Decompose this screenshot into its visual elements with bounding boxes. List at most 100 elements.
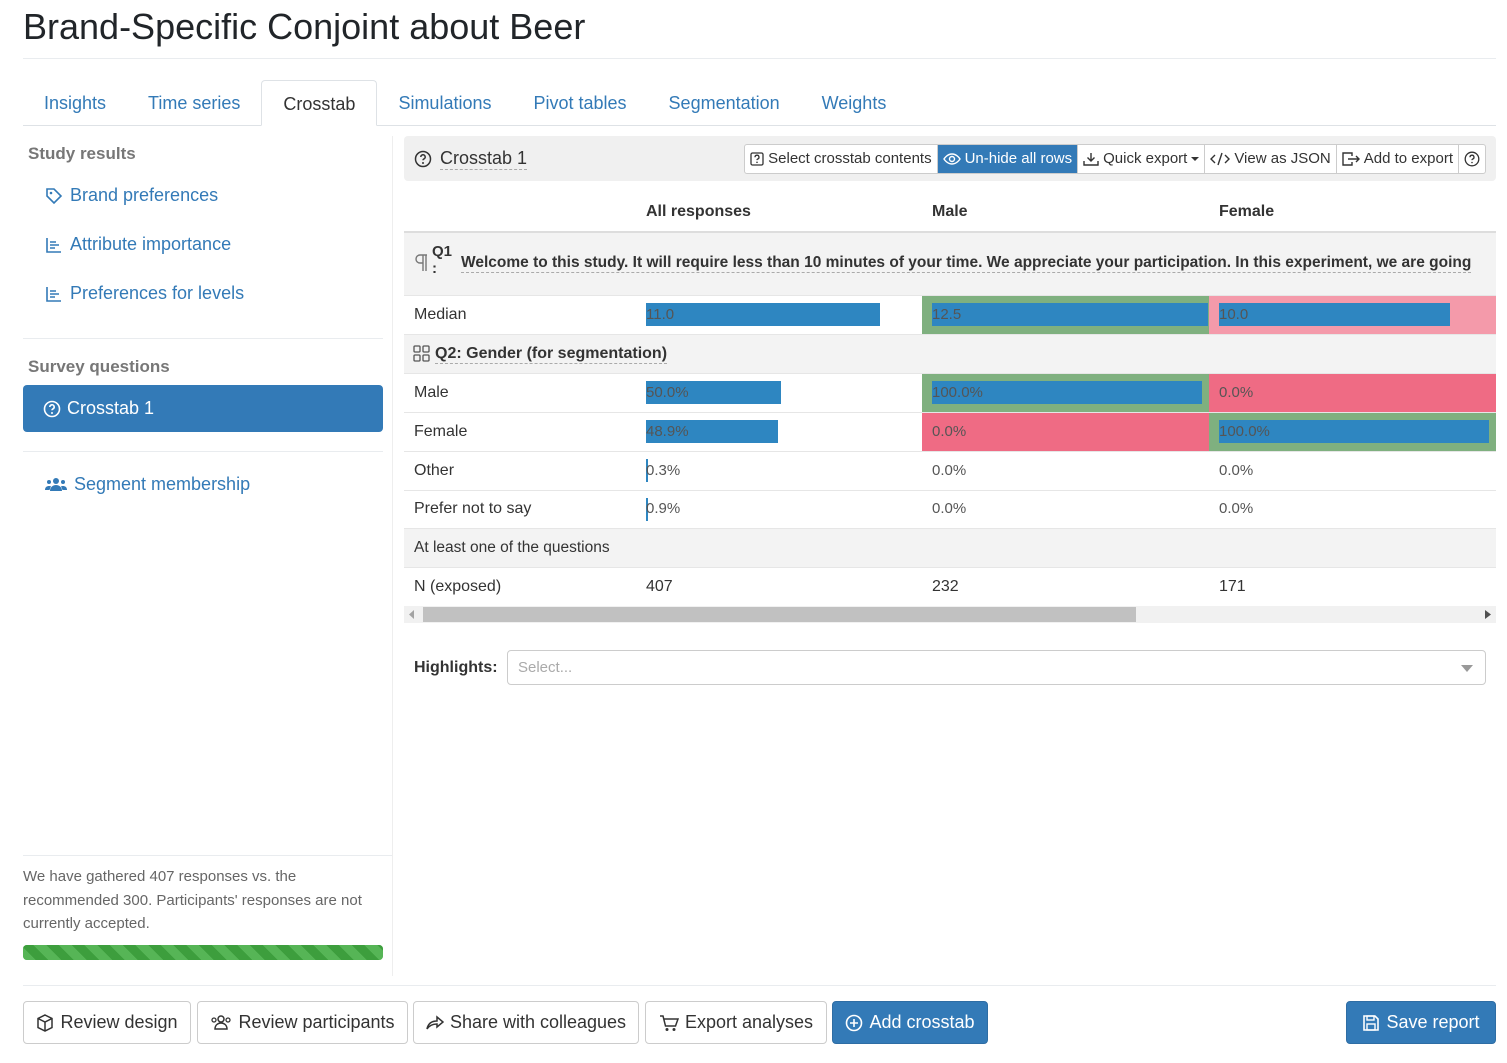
sidebar-item-segment-membership[interactable]: Segment membership <box>45 474 250 495</box>
paragraph-icon <box>414 254 428 272</box>
sidebar-item-attribute-importance[interactable]: Attribute importance <box>45 234 231 255</box>
cell-value: 0.0% <box>1219 384 1254 401</box>
sidebar-item-preferences-for-levels[interactable]: Preferences for levels <box>45 283 244 304</box>
column-header-all: All responses <box>646 203 751 220</box>
sidebar-item-label: Segment membership <box>74 474 251 494</box>
view-json-label: View as JSON <box>1234 150 1331 167</box>
significance-low-highlight <box>1209 374 1496 412</box>
share-icon <box>426 1014 444 1031</box>
percent-bar <box>646 459 648 482</box>
tag-icon <box>45 187 63 205</box>
sidebar-item-brand-preferences[interactable]: Brand preferences <box>45 185 218 206</box>
export-analyses-button[interactable]: Export analyses <box>645 1001 827 1044</box>
q2-header-row: Q2: Gender (for segmentation) <box>404 335 1496 374</box>
quick-export-label: Quick export <box>1103 150 1188 167</box>
select-contents-button[interactable]: Select crosstab contents <box>745 145 938 173</box>
cell-value: 0.0% <box>1219 500 1254 517</box>
tab-bar: Insights Time series Crosstab Simulation… <box>23 80 1496 126</box>
status-divider <box>23 855 392 856</box>
row-label: Male <box>414 384 449 401</box>
quick-export-button[interactable]: Quick export <box>1078 145 1206 173</box>
unhide-rows-label: Un-hide all rows <box>964 150 1073 167</box>
users-icon <box>45 476 67 494</box>
row-label: Female <box>414 423 468 440</box>
response-progress-bar <box>23 945 383 960</box>
median-bar-male <box>932 303 1208 326</box>
bar-chart-icon <box>45 236 63 254</box>
median-bar-all <box>646 303 880 326</box>
sidebar-divider <box>23 338 383 339</box>
crosstab-title[interactable]: Crosstab 1 <box>414 148 528 170</box>
scroll-right-icon[interactable] <box>1485 610 1491 619</box>
add-crosstab-button[interactable]: Add crosstab <box>832 1001 988 1044</box>
percent-bar <box>932 381 1202 404</box>
help-button[interactable] <box>1459 145 1485 173</box>
table-row: Median 11.0 12.5 10.0 <box>404 296 1496 335</box>
row-label: Other <box>414 462 455 479</box>
tab-weights[interactable]: Weights <box>821 93 887 113</box>
add-crosstab-label: Add crosstab <box>869 1012 975 1032</box>
question-circle-icon <box>414 150 432 168</box>
crosstab-panel-header: Crosstab 1 Select crosstab contents Un-h… <box>404 136 1496 181</box>
row-label-n: N (exposed) <box>414 578 502 595</box>
cell-value: 100.0% <box>1219 423 1270 440</box>
crosstab-title-text: Crosstab 1 <box>440 148 528 170</box>
tab-time-series[interactable]: Time series <box>148 93 241 113</box>
table-row: Other 0.3% 0.0% 0.0% <box>404 452 1496 491</box>
cube-icon <box>36 1013 54 1032</box>
sidebar-item-label: Crosstab 1 <box>67 398 155 418</box>
column-header-female: Female <box>1219 203 1275 220</box>
study-results-heading: Study results <box>28 144 136 163</box>
horizontal-scrollbar[interactable] <box>404 606 1496 623</box>
percent-bar <box>1219 420 1489 443</box>
sidebar-item-label: Attribute importance <box>70 234 232 254</box>
add-to-export-button[interactable]: Add to export <box>1337 145 1459 173</box>
tab-segmentation[interactable]: Segmentation <box>668 93 780 113</box>
scroll-left-icon[interactable] <box>409 610 415 619</box>
review-participants-button[interactable]: Review participants <box>197 1001 408 1044</box>
sidebar-item-crosstab-1[interactable]: Crosstab 1 <box>23 385 383 432</box>
cell-value: 0.0% <box>1219 462 1254 479</box>
n-value-female: 171 <box>1219 578 1246 595</box>
row-label: Prefer not to say <box>414 500 532 517</box>
cell-value: 0.0% <box>932 462 967 479</box>
unhide-rows-button[interactable]: Un-hide all rows <box>937 145 1079 173</box>
progress-fill <box>23 945 383 960</box>
save-report-label: Save report <box>1386 1012 1480 1032</box>
n-value-male: 232 <box>932 578 959 595</box>
tab-simulations[interactable]: Simulations <box>398 93 492 113</box>
question-square-icon <box>750 152 764 166</box>
sidebar-divider <box>23 451 383 452</box>
tab-pivot-tables[interactable]: Pivot tables <box>533 93 627 113</box>
view-json-button[interactable]: View as JSON <box>1205 145 1337 173</box>
page-title: Brand-Specific Conjoint about Beer <box>23 6 586 47</box>
plus-circle-icon <box>845 1014 863 1032</box>
cell-value: 100.0% <box>932 384 983 401</box>
q1-label: Q1 : <box>432 243 453 277</box>
chevron-down-icon[interactable] <box>1461 665 1473 672</box>
column-header-male: Male <box>932 203 968 220</box>
significance-low-highlight <box>922 413 1209 451</box>
highlights-label: Highlights: <box>414 659 498 676</box>
scrollbar-thumb[interactable] <box>423 607 1136 622</box>
review-participants-label: Review participants <box>238 1012 395 1032</box>
table-row: Female 48.9% 0.0% 100.0% <box>404 413 1496 452</box>
tab-insights[interactable]: Insights <box>44 93 107 113</box>
n-value-all: 407 <box>646 578 673 595</box>
cell-value: 0.0% <box>932 500 967 517</box>
q1-header-row: Q1 : Welcome to this study. It will requ… <box>404 233 1496 296</box>
table-header-row: All responses Male Female <box>404 191 1496 234</box>
bar-chart-icon <box>45 285 63 303</box>
cell-value: 0.3% <box>646 462 681 479</box>
share-button[interactable]: Share with colleagues <box>413 1001 639 1044</box>
tab-crosstab[interactable]: Crosstab <box>261 80 378 126</box>
review-design-button[interactable]: Review design <box>23 1001 191 1044</box>
table-row: Male 50.0% 100.0% 0.0% <box>404 374 1496 413</box>
percent-bar <box>646 498 648 521</box>
highlights-select[interactable]: Select... <box>507 650 1486 685</box>
median-value-female: 10.0 <box>1219 306 1249 323</box>
save-report-button[interactable]: Save report <box>1346 1001 1496 1044</box>
users-icon <box>210 1014 232 1032</box>
survey-questions-heading: Survey questions <box>28 357 170 376</box>
cart-icon <box>659 1014 679 1032</box>
